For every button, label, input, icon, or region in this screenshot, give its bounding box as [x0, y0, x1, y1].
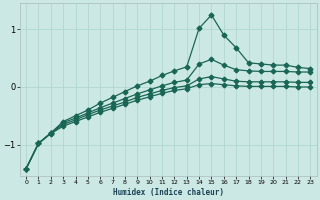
X-axis label: Humidex (Indice chaleur): Humidex (Indice chaleur): [113, 188, 224, 197]
